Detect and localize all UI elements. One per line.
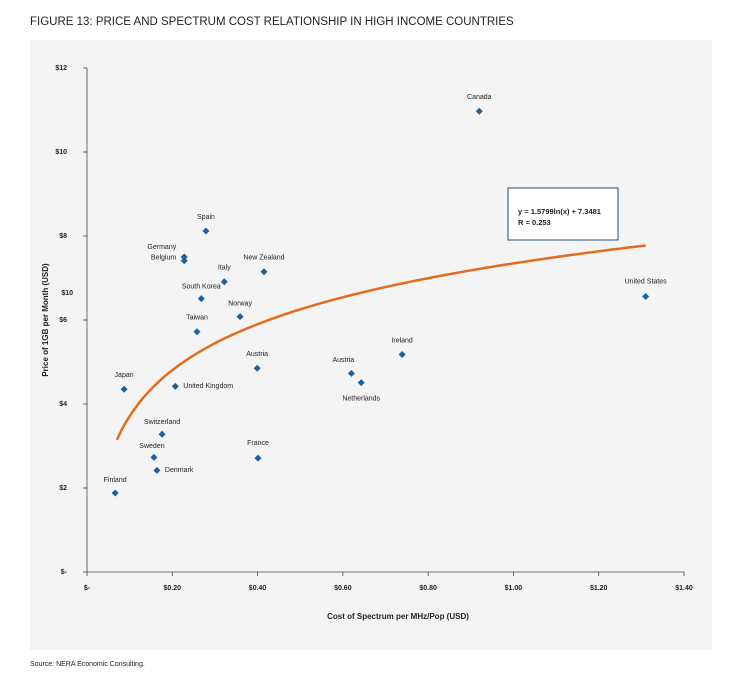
x-tick-label: $1.20 (590, 585, 608, 592)
point (153, 466, 161, 474)
point (150, 453, 158, 461)
x-tick-label: $1.40 (675, 585, 693, 592)
source: Source: NERA Economic Consulting. (30, 661, 145, 668)
x-tick-label: $0.80 (419, 585, 437, 592)
x-tick-label: $0.40 (249, 585, 267, 592)
point (642, 292, 650, 300)
point-label: Finland (104, 477, 127, 484)
equation-box (507, 187, 619, 241)
point (398, 350, 406, 358)
point-label: Italy (218, 265, 231, 272)
y-axis-label: Price of 1GB per Month (USD) (41, 263, 50, 377)
point (111, 489, 119, 497)
point (171, 382, 179, 390)
point (180, 253, 188, 261)
point-label: United Kingdom (183, 383, 233, 390)
point-label: Austria (332, 357, 354, 364)
x-tick-label: $0.60 (334, 585, 352, 592)
point (158, 430, 166, 438)
point (253, 364, 261, 372)
point (475, 107, 483, 115)
point-label: United States (625, 278, 668, 285)
point-label: Norway (228, 300, 252, 307)
point-label: Netherlands (342, 395, 380, 402)
point-label: Germany (147, 244, 176, 251)
x-axis-label: Cost of Spectrum per MHz/Pop (USD) (327, 612, 469, 621)
point (202, 227, 210, 235)
point (220, 278, 228, 286)
trendline (115, 244, 646, 441)
equation: y = 1.5799ln(x) + 7.3481 (518, 207, 601, 216)
point (193, 328, 201, 336)
y-tick-label: $4 (59, 401, 67, 408)
point (197, 295, 205, 303)
point-label: France (247, 440, 269, 447)
x-tick-label: $- (84, 585, 91, 592)
y-tick-label: $12 (55, 65, 67, 72)
point (180, 257, 188, 265)
point-label: New Zealand (243, 255, 284, 262)
point (347, 369, 355, 377)
point-label: Denmark (165, 467, 194, 474)
point-label: Spain (197, 214, 215, 221)
x-tick-label: $1.00 (505, 585, 523, 592)
point (357, 379, 365, 387)
point (236, 313, 244, 321)
chart-title: FIGURE 13: PRICE AND SPECTRUM COST RELAT… (30, 16, 514, 28)
point-label: Taiwan (186, 315, 208, 322)
point-label: Ireland (391, 337, 413, 344)
point-label: Austria (246, 351, 268, 358)
y-tick-label: $2 (59, 485, 67, 492)
point-label: Japan (115, 372, 134, 379)
point-label: Canada (467, 94, 492, 101)
y-tick-label: $- (61, 569, 68, 576)
plot-panel (30, 40, 712, 650)
r-value: R = 0.253 (518, 218, 551, 227)
y-tick-label: $6 (59, 317, 67, 324)
point-label: Belgium (151, 255, 176, 262)
x-tick-label: $0.20 (164, 585, 182, 592)
y-tick-label: $8 (59, 233, 67, 240)
point-label: Switzerland (144, 419, 180, 426)
point (260, 268, 268, 276)
y-tick-label: $10 (55, 149, 67, 156)
point-label: Sweden (139, 443, 164, 450)
point (120, 385, 128, 393)
stray-label: $10 (61, 290, 73, 297)
point-label: South Korea (182, 283, 221, 290)
point (254, 454, 262, 462)
